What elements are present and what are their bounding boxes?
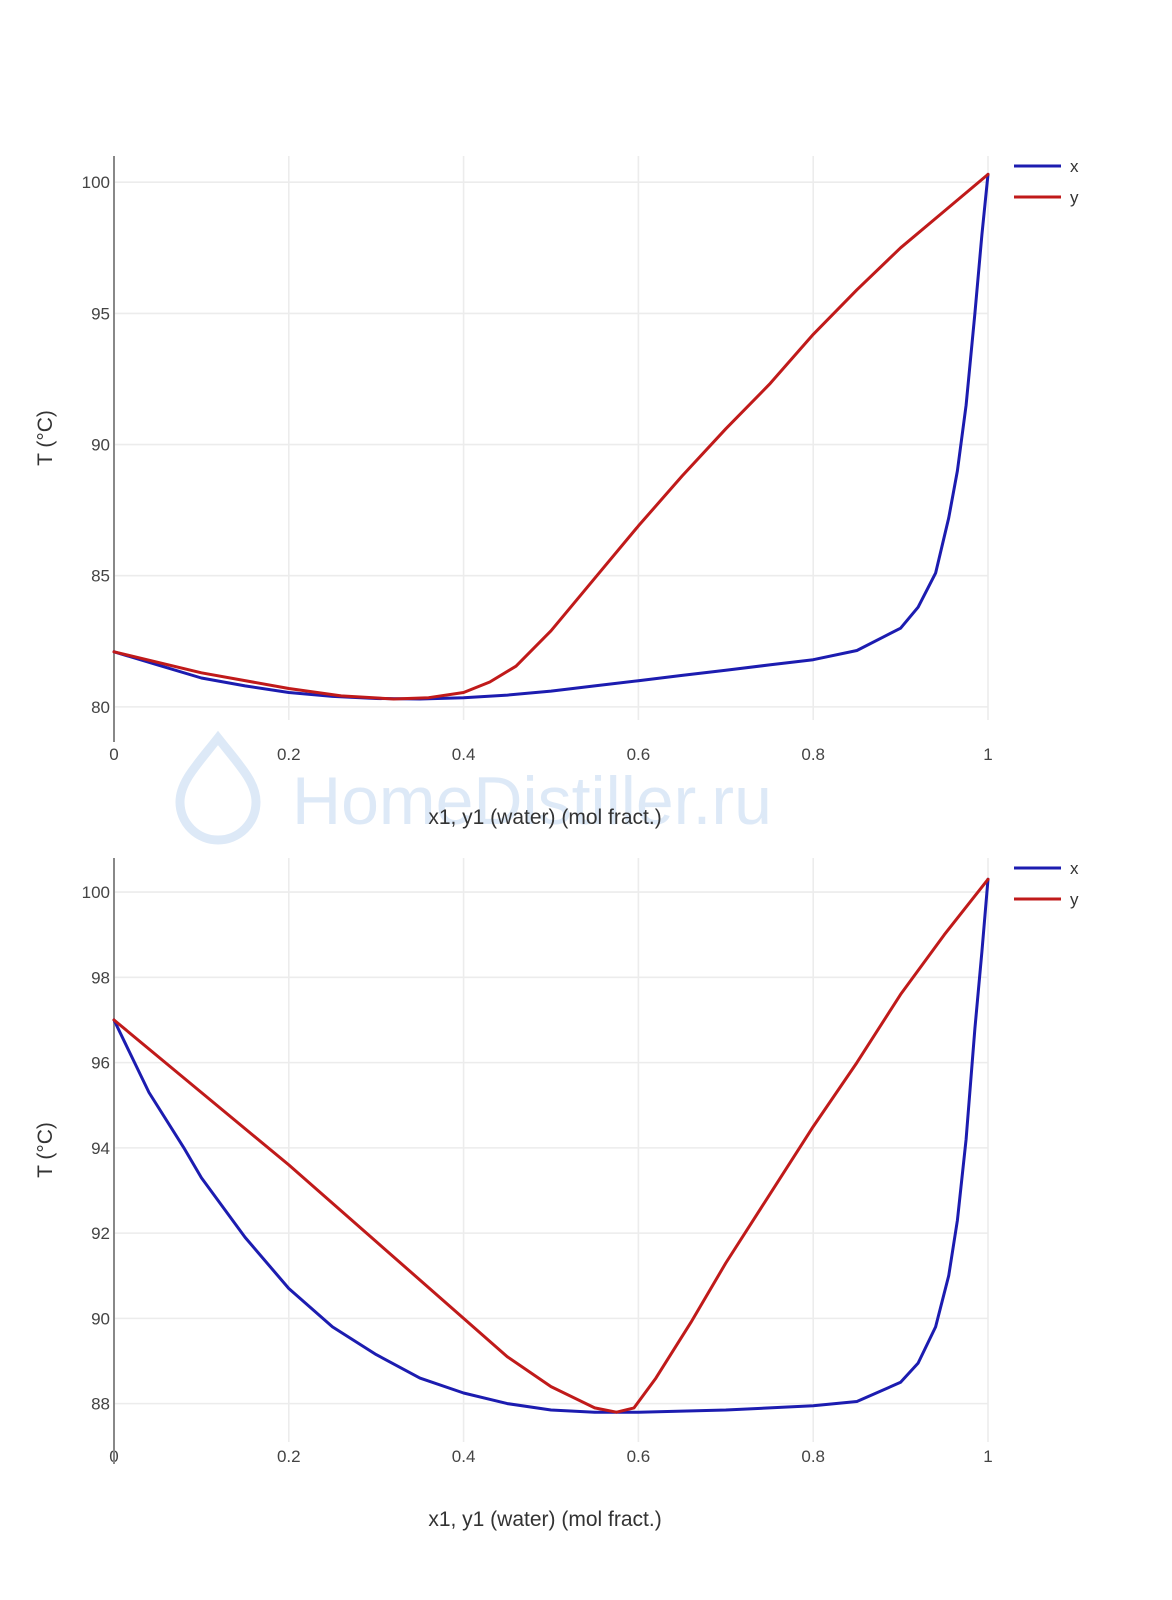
legend-item-y[interactable]: y — [1014, 890, 1079, 909]
y-tick-label: 94 — [91, 1139, 110, 1158]
y-tick-label: 100 — [82, 173, 110, 192]
x-tick-label: 1 — [983, 1447, 992, 1466]
x-tick-label: 0.4 — [452, 745, 476, 764]
legend-item-x[interactable]: x — [1014, 859, 1079, 878]
x-axis-title: x1, y1 (water) (mol fract.) — [428, 806, 661, 829]
y-tick-label: 90 — [91, 436, 110, 455]
legend-item-x[interactable]: x — [1014, 157, 1079, 176]
y-tick-label: 95 — [91, 304, 110, 323]
y-tick-label: 98 — [91, 968, 110, 987]
series-line-y — [112, 877, 990, 1414]
legend-item-y[interactable]: y — [1014, 188, 1079, 207]
gridlines — [114, 858, 989, 1442]
x-tick-label: 0.8 — [801, 745, 825, 764]
legend-label: y — [1070, 188, 1079, 207]
x-tick-label: 0.2 — [277, 1447, 301, 1466]
x-tick-label: 0.4 — [452, 1447, 476, 1466]
legend-label: x — [1070, 859, 1079, 878]
series-line-y — [112, 172, 990, 701]
y-axis-title: T (°C) — [34, 410, 57, 466]
y-axis-title: T (°C) — [34, 1122, 57, 1178]
watermark-drop-icon — [175, 730, 261, 845]
legend-label: x — [1070, 157, 1079, 176]
x-tick-label: 0.2 — [277, 745, 301, 764]
y-tick-label: 92 — [91, 1224, 110, 1243]
x-tick-label: 0.6 — [627, 1447, 651, 1466]
series-line-x — [112, 172, 990, 701]
watermark-text: HomeDistiller.ru — [292, 763, 772, 839]
series-line-x — [112, 877, 990, 1414]
y-tick-label: 96 — [91, 1054, 110, 1073]
y-tick-label: 80 — [91, 698, 110, 717]
x-tick-label: 1 — [983, 745, 992, 764]
x-tick-label: 0.8 — [801, 1447, 825, 1466]
y-tick-label: 88 — [91, 1395, 110, 1414]
y-tick-label: 90 — [91, 1309, 110, 1328]
x-tick-label: 0.6 — [627, 745, 651, 764]
y-tick-label: 85 — [91, 567, 110, 586]
gridlines — [114, 156, 989, 720]
x-tick-label: 0 — [109, 745, 118, 764]
y-tick-label: 100 — [82, 883, 110, 902]
legend-label: y — [1070, 890, 1079, 909]
x-axis-title: x1, y1 (water) (mol fract.) — [428, 1508, 661, 1531]
